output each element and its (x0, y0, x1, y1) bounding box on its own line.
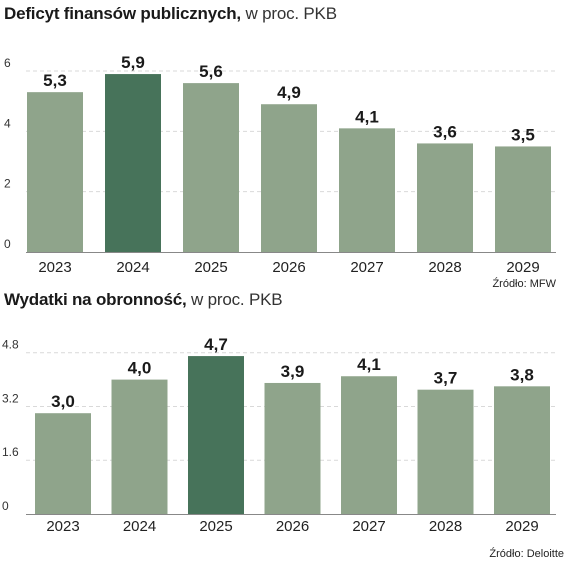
y-tick-label: 4 (4, 116, 11, 130)
x-tick-label: 2023 (46, 518, 79, 535)
x-tick-label: 2027 (352, 518, 385, 535)
chart-title-main: Wydatki na obronność, (4, 290, 187, 309)
y-tick-label: 0 (2, 499, 9, 513)
defense-chart: Wydatki na obronność, w proc. PKB 0 1.6 3.… (0, 286, 564, 564)
bar (188, 356, 244, 514)
chart-title-main: Deficyt finansów publicznych, (4, 4, 241, 23)
bar (339, 128, 395, 252)
data-label: 4,1 (355, 107, 379, 126)
x-tick-label: 2026 (272, 259, 305, 276)
bar (183, 83, 239, 252)
data-label: 3,5 (511, 125, 535, 144)
chart-title: Wydatki na obronność, w proc. PKB (4, 290, 283, 310)
x-tick-label: 2029 (505, 518, 538, 535)
source-note: Źródło: MFW (492, 278, 556, 290)
deficit-chart: Deficyt finansów publicznych, w proc. PK… (4, 4, 556, 290)
x-tick-label: 2025 (199, 518, 232, 535)
x-tick-label: 2026 (276, 518, 309, 535)
data-label: 3,9 (281, 362, 305, 381)
bar (27, 92, 83, 253)
data-label: 4,9 (277, 83, 301, 102)
data-label: 4,0 (128, 359, 152, 378)
y-tick-label: 6 (4, 56, 11, 70)
bar (341, 376, 397, 514)
bar (261, 104, 317, 252)
bar (495, 146, 551, 252)
bar (105, 74, 161, 252)
bar (35, 413, 91, 514)
y-tick-label: 1.6 (2, 445, 19, 459)
data-label: 4,7 (204, 335, 228, 354)
chart-title: Deficyt finansów publicznych, w proc. PK… (4, 4, 337, 24)
bar (111, 379, 168, 514)
bar (264, 382, 321, 514)
data-label: 3,6 (433, 122, 457, 141)
x-tick-label: 2029 (506, 259, 539, 276)
chart-title-unit: w proc. PKB (245, 4, 338, 23)
y-tick-label: 4.8 (2, 338, 19, 352)
bar (494, 386, 550, 514)
bar (417, 389, 474, 514)
x-tick-label: 2028 (429, 518, 462, 535)
y-tick-label: 3.2 (2, 391, 19, 405)
x-tick-label: 2028 (428, 259, 461, 276)
deficit-plot: 0 2 4 6 5,3 2023 5,9 2024 5,6 2025 4,9 2026 4,1 2027 3… (4, 53, 556, 276)
x-tick-label: 2027 (350, 259, 383, 276)
source-note: Źródło: Deloitte (489, 548, 564, 560)
data-label: 3,7 (434, 369, 458, 388)
y-tick-label: 0 (4, 237, 11, 251)
data-label: 3,0 (51, 392, 75, 411)
x-tick-label: 2024 (116, 259, 149, 276)
x-tick-label: 2023 (38, 259, 71, 276)
data-label: 5,6 (199, 62, 223, 81)
data-label: 3,8 (510, 365, 534, 384)
defense-plot: 0 1.6 3.2 4.8 3,0 2023 4,0 2024 4,7 2025 3,9 2026 4,… (2, 335, 556, 535)
bar (417, 143, 473, 252)
y-tick-label: 2 (4, 177, 11, 191)
x-tick-label: 2024 (123, 518, 156, 535)
data-label: 5,3 (43, 71, 67, 90)
data-label: 5,9 (121, 53, 145, 72)
chart-title-unit: w proc. PKB (191, 290, 283, 309)
data-label: 4,1 (357, 355, 381, 374)
x-tick-label: 2025 (194, 259, 227, 276)
